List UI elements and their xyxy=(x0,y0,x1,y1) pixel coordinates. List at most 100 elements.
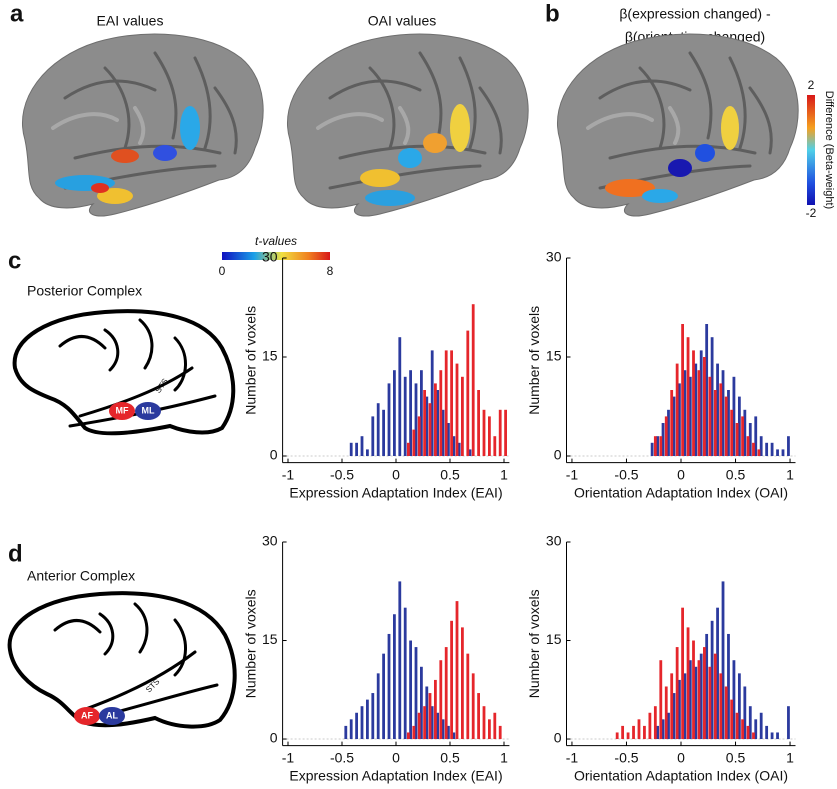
bar xyxy=(703,357,706,456)
sulcus-label: STS xyxy=(154,377,170,395)
bar xyxy=(376,403,380,456)
bar xyxy=(708,666,712,740)
bar xyxy=(659,660,663,740)
bar xyxy=(656,436,659,456)
bar xyxy=(732,660,736,740)
bar xyxy=(730,409,734,456)
bar xyxy=(754,719,758,740)
bar xyxy=(461,376,464,456)
bar xyxy=(466,330,470,456)
bar xyxy=(787,706,790,740)
bar xyxy=(776,449,779,456)
bar xyxy=(675,363,679,456)
bar xyxy=(455,601,459,740)
bar xyxy=(721,581,725,740)
activation xyxy=(365,190,415,206)
x-tick-label: -1 xyxy=(566,749,579,765)
bar xyxy=(615,732,619,740)
bar xyxy=(686,337,690,456)
bar xyxy=(455,363,459,456)
bar xyxy=(417,712,421,740)
bar xyxy=(493,712,497,740)
bar xyxy=(776,732,779,740)
region-label: MF xyxy=(116,405,129,415)
x-tick-label: 0 xyxy=(677,749,685,765)
bar xyxy=(371,416,375,456)
bar xyxy=(705,324,709,456)
brain-title: EAI values xyxy=(97,13,164,29)
bar xyxy=(457,442,461,456)
bar xyxy=(713,390,717,456)
bar xyxy=(683,370,687,456)
x-tick-label: 1 xyxy=(500,749,508,765)
brain-difference xyxy=(555,32,801,218)
brain-schematic: AF AL STS xyxy=(7,591,237,729)
bar xyxy=(488,416,491,456)
brain-surface xyxy=(285,32,531,218)
bar xyxy=(450,620,453,740)
bar xyxy=(710,620,714,740)
bar xyxy=(678,679,681,740)
bar xyxy=(349,719,353,740)
region xyxy=(135,402,161,420)
bar xyxy=(441,409,445,456)
bar xyxy=(708,376,712,456)
bar xyxy=(765,725,769,740)
bar xyxy=(393,370,396,456)
bar xyxy=(425,686,429,740)
bar xyxy=(504,409,507,456)
bar xyxy=(759,436,763,456)
bar xyxy=(699,350,703,456)
bar xyxy=(430,350,434,456)
bar xyxy=(650,442,654,456)
bar xyxy=(727,633,730,740)
bar xyxy=(632,725,635,740)
bar xyxy=(417,416,421,456)
x-tick-label: 1 xyxy=(786,749,794,765)
region-label: AL xyxy=(106,710,118,720)
colorbar-tick: 8 xyxy=(327,264,334,278)
y-tick-label: 15 xyxy=(546,348,562,364)
panel-label: d xyxy=(8,540,23,567)
bar xyxy=(743,409,747,456)
bar xyxy=(355,712,358,740)
bar xyxy=(360,436,364,456)
bar xyxy=(765,442,769,456)
bar xyxy=(477,693,480,740)
bar xyxy=(661,423,665,456)
colorbar-label: t-values xyxy=(255,234,297,248)
y-axis-label: Number of voxels xyxy=(526,306,542,415)
bar xyxy=(699,653,703,740)
outline xyxy=(7,591,237,729)
bar xyxy=(452,732,456,740)
bar xyxy=(471,673,475,740)
colorbar xyxy=(807,95,815,205)
bar xyxy=(498,409,502,456)
x-tick-label: 1 xyxy=(786,466,794,482)
x-tick-label: 0.5 xyxy=(440,466,460,482)
bar xyxy=(703,647,706,740)
bar xyxy=(735,423,739,456)
bar xyxy=(409,370,412,456)
bar xyxy=(688,660,692,740)
bar xyxy=(420,370,423,456)
bar xyxy=(444,350,448,456)
x-tick-label: 0 xyxy=(392,466,400,482)
bar xyxy=(355,442,358,456)
bar xyxy=(697,660,701,740)
x-tick-label: -1 xyxy=(282,466,295,482)
y-tick-label: 0 xyxy=(270,447,278,463)
bar xyxy=(482,409,486,456)
bar xyxy=(754,416,758,456)
region xyxy=(74,707,100,725)
activation xyxy=(97,188,133,204)
bar xyxy=(626,732,630,740)
bar xyxy=(407,442,410,456)
bar xyxy=(387,633,391,740)
y-axis-label: Number of voxels xyxy=(242,589,258,698)
y-tick-label: 0 xyxy=(554,447,562,463)
y-tick-label: 30 xyxy=(546,249,562,265)
bar xyxy=(444,647,448,740)
x-tick-label: 1 xyxy=(500,466,508,482)
bar xyxy=(697,370,701,456)
